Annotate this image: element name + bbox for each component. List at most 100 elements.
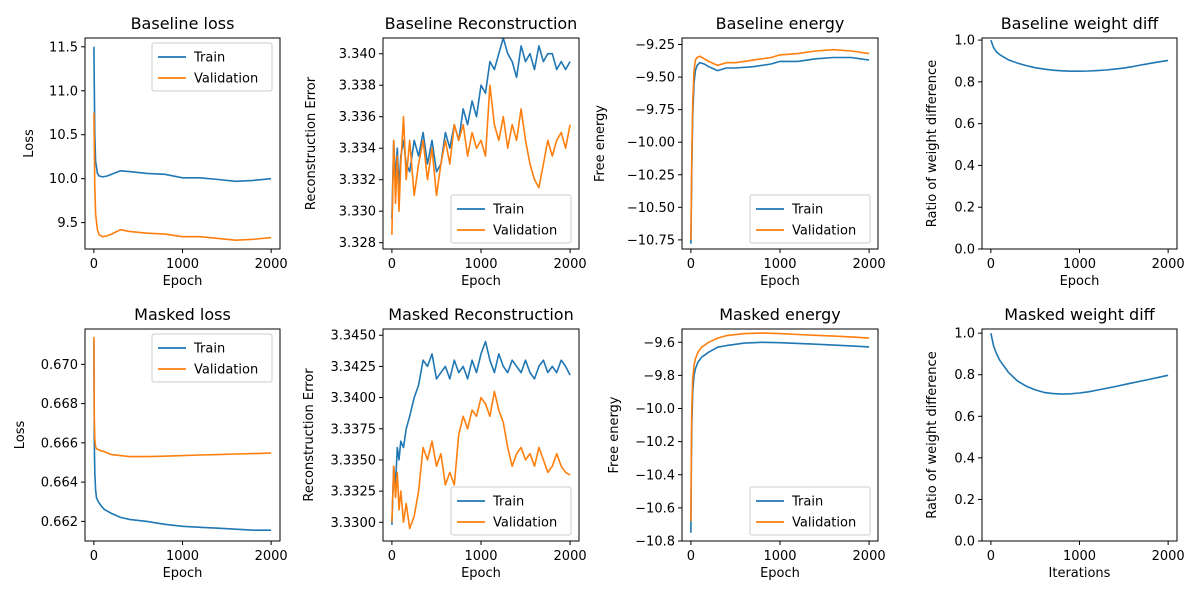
chart-5-ytick-label: 3.3425	[331, 360, 377, 375]
chart-7-xtick-label: 1000	[1063, 549, 1096, 564]
chart-5-legend-box	[450, 486, 572, 536]
chart-5-series-validation	[391, 390, 571, 530]
chart-4-ytick-label: 0.668	[41, 397, 78, 412]
chart-3: Baseline weight diff 0 1000 2000 0.0 0.2 0.4 0.…	[925, 14, 1185, 289]
chart-5-xtick-label: 1000	[464, 549, 497, 564]
chart-2-ytick-label: −9.25	[635, 38, 675, 53]
chart-2: Baseline energy 0 1000 2000 −10.75 −10.50 −10.…	[593, 14, 886, 289]
chart-6-legend-label: Train	[791, 495, 823, 510]
chart-1-ytick-label: 3.336	[339, 110, 376, 125]
chart-7-ytick-label: 0.0	[954, 535, 975, 550]
chart-1-ytick-label: 3.338	[339, 79, 376, 94]
chart-4-ytick-label: 0.670	[41, 358, 78, 373]
chart-7-ylabel: Ratio of weight difference	[925, 351, 940, 518]
chart-0-xtick-label: 2000	[255, 257, 288, 272]
chart-3-ytick-label: 0.2	[954, 201, 975, 216]
chart-7-series-line	[990, 333, 1169, 395]
chart-1-title: Baseline Reconstruction	[385, 14, 578, 33]
chart-2-ytick-label: −10.00	[627, 136, 675, 151]
chart-0-title: Baseline loss	[131, 14, 235, 33]
chart-4-legend-label: Train	[193, 342, 225, 357]
chart-2-title: Baseline energy	[716, 14, 845, 33]
chart-6-ytick-label: −10.2	[635, 435, 675, 450]
chart-1-legend-box	[450, 194, 572, 244]
chart-0-legend-label: Validation	[194, 72, 258, 87]
chart-1-xtick-label: 1000	[464, 257, 497, 272]
chart-4-title: Masked loss	[134, 305, 231, 324]
chart-3-series-line	[990, 39, 1169, 72]
chart-7-ytick-label: 1.0	[954, 327, 975, 342]
chart-6-xtick-label: 0	[687, 549, 695, 564]
chart-1-ytick-label: 3.332	[339, 173, 376, 188]
chart-0-ytick-label: 10.0	[49, 172, 78, 187]
chart-6-xtick-label: 2000	[853, 549, 886, 564]
chart-2-xtick-label: 2000	[853, 257, 886, 272]
chart-2-ytick-label: −9.75	[635, 103, 675, 118]
chart-0-series-group	[93, 46, 272, 241]
chart-4-legend-label: Validation	[194, 363, 258, 378]
chart-4-xlabel: Epoch	[163, 566, 203, 581]
chart-3-xtick-label: 1000	[1063, 257, 1096, 272]
chart-3-ytick-label: 0.4	[954, 159, 975, 174]
chart-0-xlabel: Epoch	[163, 274, 203, 289]
chart-1-xlabel: Epoch	[461, 274, 501, 289]
chart-2-ytick-label: −10.25	[627, 168, 675, 183]
chart-7-axes-frame	[981, 328, 1178, 542]
chart-1-ytick-label: 3.328	[339, 236, 376, 251]
chart-2-legend-box	[749, 194, 871, 244]
chart-4-ytick-label: 0.666	[41, 436, 78, 451]
chart-5-legend-label: Train	[492, 495, 524, 510]
chart-7-xlabel: Iterations	[1049, 566, 1111, 581]
chart-5-ytick-label: 3.3300	[331, 516, 377, 531]
chart-3-xtick-label: 0	[987, 257, 995, 272]
chart-5-ytick-label: 3.3450	[331, 329, 377, 344]
chart-3-ytick-label: 0.0	[954, 243, 975, 258]
chart-5-ytick-label: 3.3400	[331, 391, 377, 406]
chart-5-title: Masked Reconstruction	[388, 305, 573, 324]
chart-0-legend: Train Validation	[151, 42, 273, 92]
chart-2-xlabel: Epoch	[760, 274, 800, 289]
chart-2-legend-label: Train	[791, 203, 823, 218]
chart-2-xtick-label: 0	[687, 257, 695, 272]
chart-5-legend: Train Validation	[450, 486, 572, 536]
chart-0-series-train	[93, 46, 272, 183]
chart-7-xtick-label: 0	[987, 549, 995, 564]
chart-4-ytick-label: 0.664	[41, 476, 78, 491]
chart-4-series-validation	[93, 336, 272, 458]
chart-1-ytick-label: 3.330	[339, 205, 376, 220]
chart-5: Masked Reconstruction 0 1000 2000 3.3300 3.33…	[302, 305, 587, 581]
chart-2-ytick-label: −10.50	[627, 201, 675, 216]
chart-4-legend-box	[151, 333, 273, 383]
chart-0-ytick-label: 11.5	[49, 40, 78, 55]
chart-5-series-train	[391, 340, 571, 525]
chart-2-series-group	[690, 48, 870, 244]
chart-1-legend-label: Train	[492, 203, 524, 218]
chart-6-ylabel: Free energy	[607, 396, 622, 473]
chart-7-xtick-label: 2000	[1152, 549, 1185, 564]
chart-0-series-validation	[93, 112, 272, 241]
chart-3-axes-frame	[981, 37, 1178, 250]
chart-6-ytick-label: −10.6	[635, 501, 675, 516]
chart-7-series-group	[990, 333, 1169, 395]
chart-2-ytick-label: −9.50	[635, 71, 675, 86]
chart-5-ylabel: Reconstruction Error	[302, 368, 317, 502]
chart-3-title: Baseline weight diff	[1001, 14, 1160, 33]
chart-6-ytick-label: −10.0	[635, 402, 675, 417]
chart-1-legend: Train Validation	[450, 194, 572, 244]
chart-6-legend: Train Validation	[749, 486, 871, 536]
chart-1-xtick-label: 0	[388, 257, 396, 272]
chart-3-ylabel: Ratio of weight difference	[925, 60, 940, 227]
chart-2-ytick-label: −10.75	[627, 233, 675, 248]
chart-6-series-group	[690, 332, 870, 533]
chart-3-xtick-label: 2000	[1152, 257, 1185, 272]
chart-7-ytick-label: 0.8	[954, 368, 975, 383]
chart-7: Masked weight diff 0 1000 2000 0.0 0.2 0.4 0.6 0…	[925, 305, 1185, 581]
chart-3-ytick-label: 1.0	[954, 34, 975, 49]
chart-5-ytick-label: 3.3325	[331, 485, 377, 500]
chart-4: Masked loss 0 1000 2000 0.662 0.664 0.666 0.668…	[13, 305, 288, 581]
chart-1-series-validation	[391, 84, 571, 235]
chart-0-xtick-label: 0	[90, 257, 98, 272]
chart-6: Masked energy 0 1000 2000 −10.8 −10.6 −10.4 −10…	[607, 305, 886, 581]
chart-6-ytick-label: −9.8	[643, 369, 675, 384]
